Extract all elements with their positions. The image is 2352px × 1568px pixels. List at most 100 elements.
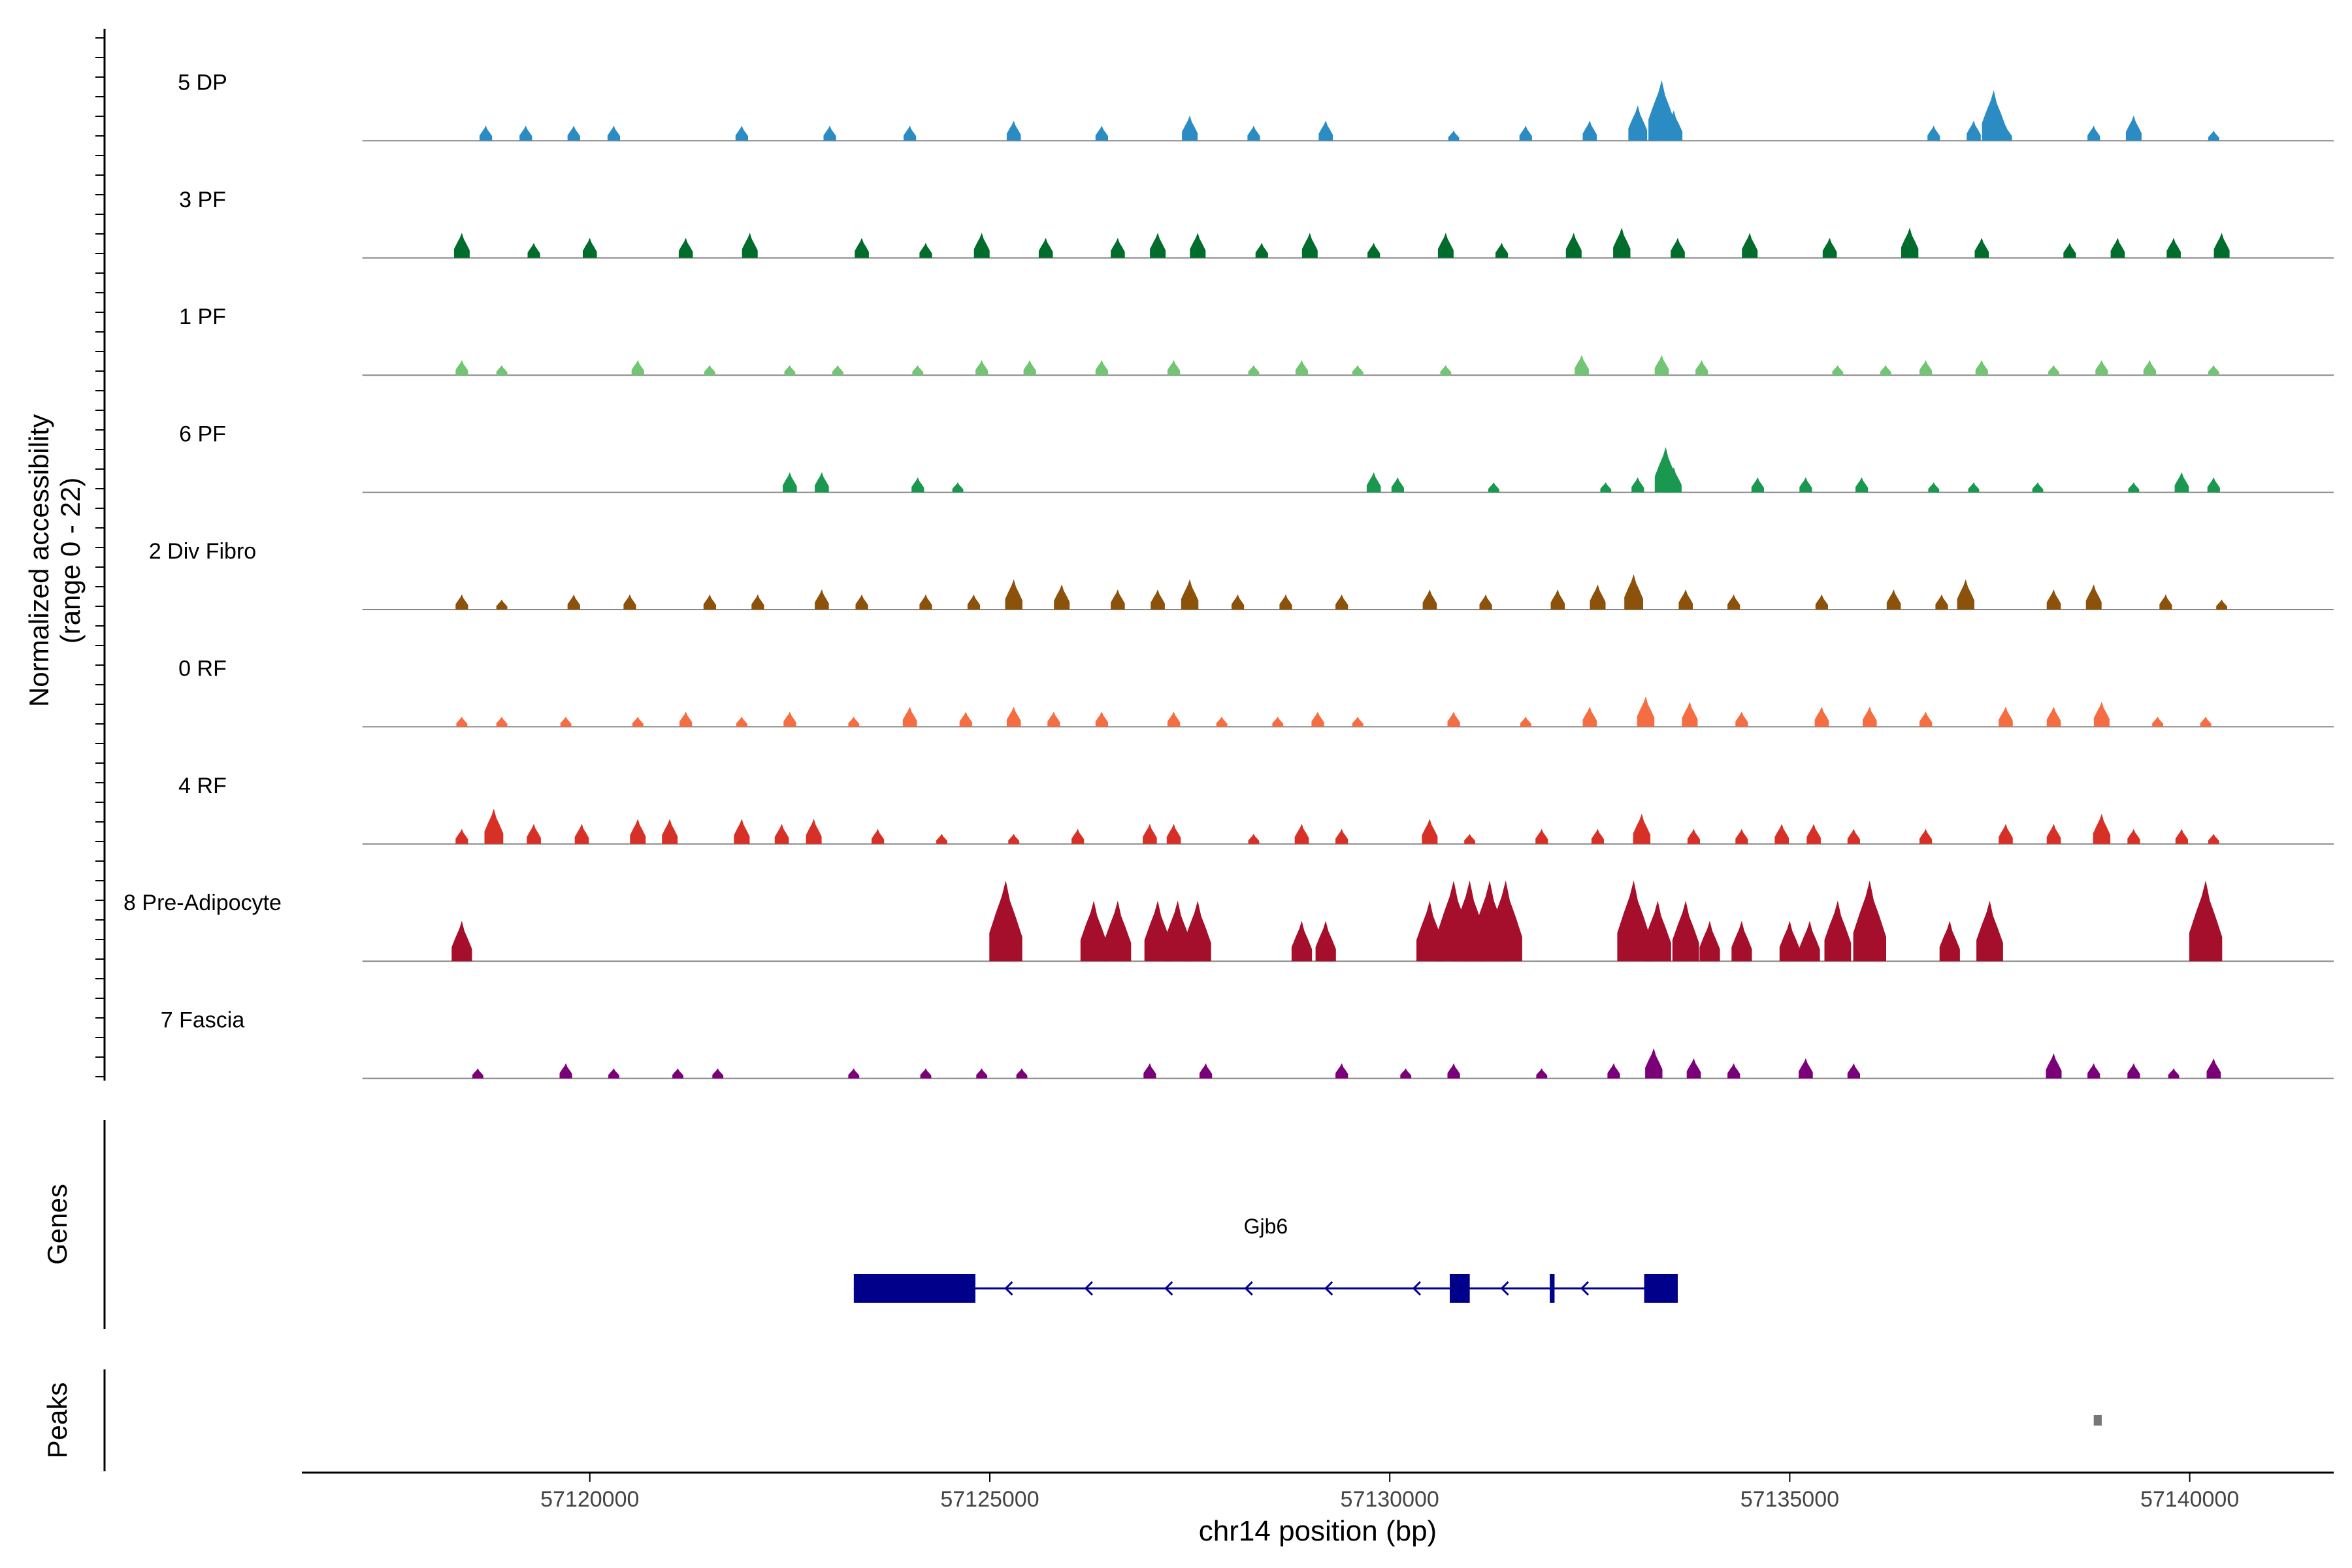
- gene-strand-arrow-1: [1084, 1281, 1093, 1296]
- coverage-peak-1-pf-7: [975, 360, 988, 376]
- coverage-peak-2-div-fibro-28: [1957, 579, 1974, 610]
- y-axis-title-line2: (range 0 - 22): [55, 478, 86, 644]
- coverage-peak-4-rf-24: [1735, 828, 1748, 844]
- coverage-peak-3-pf-7: [973, 233, 990, 258]
- coverage-peak-3-pf-15: [1437, 233, 1454, 258]
- gene-name-gjb6: Gjb6: [1244, 1215, 1288, 1238]
- peak-region-0: [2093, 1415, 2102, 1426]
- coverage-peak-7-fascia-8: [1016, 1068, 1028, 1079]
- coverage-peak-5-dp-10: [1247, 125, 1260, 141]
- coverage-peak-0-rf-16: [1311, 711, 1324, 727]
- x-axis-title: chr14 position (bp): [1199, 1515, 1437, 1547]
- gene-strand-arrow-4: [1324, 1281, 1333, 1296]
- coverage-peak-6-pf-10: [1665, 467, 1682, 493]
- coverage-peak-1-pf-2: [631, 360, 644, 376]
- coverage-peak-4-rf-23: [1687, 828, 1701, 844]
- coverage-peak-5-dp-6: [904, 125, 917, 141]
- coverage-peak-5-dp-13: [1519, 125, 1532, 141]
- coverage-peak-6-pf-18: [2174, 472, 2189, 493]
- coverage-peak-1-pf-13: [1352, 365, 1364, 376]
- coverage-peak-5-dp-7: [1006, 120, 1021, 141]
- coverage-peak-8-pre-adipocyte-3: [1104, 900, 1132, 962]
- coverage-peak-0-rf-18: [1447, 711, 1460, 727]
- coverage-peak-7-fascia-0: [472, 1068, 483, 1079]
- coverage-peak-5-dp-23: [2125, 115, 2142, 141]
- coverage-peak-7-fascia-18: [1727, 1063, 1740, 1079]
- coverage-peak-2-div-fibro-31: [2159, 594, 2172, 610]
- track-label-3-pf: 3 PF: [179, 188, 226, 212]
- coverage-peak-0-rf-23: [1735, 711, 1748, 727]
- coverage-peak-0-rf-10: [1006, 706, 1021, 727]
- gene-strand-arrow-0: [1004, 1281, 1013, 1296]
- coverage-peak-3-pf-4: [742, 233, 758, 258]
- coverage-peak-8-pre-adipocyte-1: [989, 880, 1022, 962]
- coverage-peak-1-pf-21: [1975, 360, 1988, 376]
- coverage-peak-4-rf-8: [806, 819, 822, 844]
- coverage-peak-4-rf-10: [936, 834, 947, 844]
- coverage-peak-1-pf-8: [1023, 360, 1036, 376]
- coverage-peak-2-div-fibro-30: [2085, 584, 2102, 610]
- coverage-peak-0-rf-31: [2200, 716, 2212, 727]
- coverage-peak-2-div-fibro-10: [1005, 579, 1022, 610]
- peaks-track-label: Peaks: [42, 1382, 73, 1459]
- track-6-pf: 6 PF: [179, 422, 2334, 493]
- coverage-peak-8-pre-adipocyte-0: [451, 921, 472, 962]
- coverage-peak-0-rf-20: [1582, 706, 1597, 727]
- coverage-peak-8-pre-adipocyte-13: [1489, 880, 1522, 962]
- coverage-peak-5-dp-18: [1927, 125, 1940, 141]
- coverage-peak-5-dp-17: [1665, 110, 1683, 141]
- coverage-peak-1-pf-20: [1919, 360, 1933, 376]
- coverage-peak-5-dp-24: [2208, 130, 2219, 141]
- coverage-peak-6-pf-0: [783, 472, 797, 493]
- coverage-peak-6-pf-11: [1751, 477, 1764, 493]
- coverage-peak-4-rf-9: [872, 828, 885, 844]
- coverage-peak-5-dp-15: [1628, 105, 1648, 141]
- coverage-peak-4-rf-16: [1294, 823, 1309, 844]
- coverage-peak-0-rf-7: [848, 716, 860, 727]
- coverage-peak-7-fascia-15: [1607, 1063, 1620, 1079]
- gene-exon-gjb6-3: [1644, 1274, 1678, 1303]
- coverage-peak-2-div-fibro-17: [1335, 594, 1348, 610]
- coverage-peak-5-dp-2: [567, 125, 580, 141]
- coverage-peak-0-rf-0: [456, 716, 468, 727]
- coverage-peak-3-pf-10: [1150, 233, 1166, 258]
- coverage-peak-3-pf-26: [2166, 237, 2181, 258]
- coverage-peak-7-fascia-25: [2206, 1058, 2221, 1079]
- coverage-peak-1-pf-25: [2208, 365, 2219, 376]
- coverage-peak-6-pf-16: [2032, 482, 2044, 493]
- x-tick-label-0: 57120000: [540, 1487, 639, 1512]
- coverage-peak-4-rf-21: [1591, 828, 1605, 844]
- coverage-peak-2-div-fibro-7: [855, 594, 868, 610]
- gene-strand-arrow-2: [1164, 1281, 1173, 1296]
- coverage-peak-7-fascia-16: [1645, 1048, 1663, 1079]
- coverage-peak-8-pre-adipocyte-20: [1799, 921, 1820, 962]
- coverage-peak-5-dp-12: [1448, 130, 1460, 141]
- coverage-peak-6-pf-6: [1488, 482, 1499, 493]
- coverage-peak-5-dp-21: [1982, 90, 2006, 141]
- track-label-7-fascia: 7 Fascia: [161, 1008, 245, 1033]
- coverage-peak-1-pf-5: [832, 365, 843, 376]
- coverage-peak-2-div-fibro-5: [751, 594, 764, 610]
- coverage-peak-4-rf-4: [630, 819, 646, 844]
- coverage-peak-7-fascia-24: [2168, 1068, 2180, 1079]
- coverage-peak-2-div-fibro-25: [1815, 594, 1828, 610]
- track-label-6-pf: 6 PF: [179, 422, 226, 447]
- coverage-peak-1-pf-24: [2143, 360, 2156, 376]
- coverage-peak-1-pf-11: [1248, 365, 1260, 376]
- coverage-peak-0-rf-25: [1863, 706, 1877, 727]
- coverage-peak-0-rf-19: [1520, 716, 1531, 727]
- gene-exon-gjb6-0: [853, 1274, 975, 1303]
- coverage-peak-1-pf-6: [912, 365, 924, 376]
- coverage-peak-2-div-fibro-18: [1422, 589, 1437, 610]
- coverage-peak-4-rf-30: [2046, 823, 2061, 844]
- coverage-peak-4-rf-26: [1806, 823, 1821, 844]
- coverage-peak-2-div-fibro-20: [1550, 589, 1565, 610]
- track-1-pf: 1 PF: [179, 304, 2334, 376]
- track-0-rf: 0 RF: [178, 656, 2334, 728]
- gene-exon-gjb6-2: [1550, 1274, 1555, 1303]
- coverage-peak-0-rf-28: [2046, 706, 2061, 727]
- coverage-peak-2-div-fibro-26: [1886, 589, 1901, 610]
- track-7-fascia: 7 Fascia: [161, 1008, 2334, 1079]
- coverage-peak-5-dp-14: [1582, 120, 1597, 141]
